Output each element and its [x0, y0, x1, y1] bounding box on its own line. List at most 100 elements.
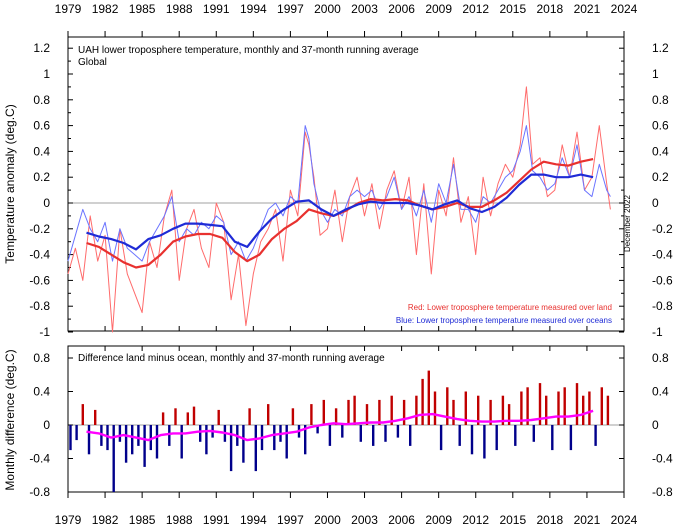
temperature-left-y-tick-label: 0.4	[33, 144, 50, 158]
top-x-tick-label: 1991	[203, 2, 230, 16]
top-x-tick-label: 1997	[277, 2, 304, 16]
legend-land: Red: Lower troposphere temperature measu…	[408, 303, 612, 312]
difference-bar	[347, 399, 350, 425]
difference-bar	[545, 395, 548, 425]
temperature-right-y-tick-label: 0	[652, 196, 659, 210]
difference-bar	[81, 404, 84, 425]
difference-bar	[569, 425, 573, 451]
difference-bar	[149, 425, 152, 451]
difference-bar	[242, 425, 245, 463]
temperature-right-y-tick-label: 0.8	[652, 93, 669, 107]
difference-bar	[267, 404, 270, 425]
temperature-right-y-tick-label: -0.4	[652, 248, 673, 262]
temperature-left-y-tick-label: 1	[43, 67, 50, 81]
difference-left-y-tick-label: -0.8	[29, 485, 50, 499]
top-x-tick-labels: 1979 1982 1985 1988 1991 1994 1997 2000 2003 2006…	[55, 2, 638, 16]
difference-plot-frame	[67, 345, 625, 493]
difference-bar	[427, 370, 430, 425]
top-x-tick-label: 1982	[92, 2, 119, 16]
difference-bar	[273, 425, 276, 451]
top-x-tick-label: 2012	[462, 2, 489, 16]
temperature-left-y-tick-label: -0.2	[29, 222, 50, 236]
temperature-left-y-tick-label: 0	[43, 196, 50, 210]
difference-left-y-tick-label: 0.8	[33, 351, 50, 365]
difference-bar	[359, 425, 362, 442]
difference-bar	[507, 404, 511, 425]
temperature-right-y-tick-label: -1	[652, 325, 663, 339]
temperature-right-y-tick-label: -0.2	[652, 222, 673, 236]
temperature-right-y-tick-label: 1.2	[652, 41, 669, 55]
temperature-chart-subtitle: Global	[78, 57, 107, 68]
difference-bar	[186, 412, 189, 425]
difference-bar	[575, 383, 579, 425]
difference-bar	[94, 409, 97, 425]
difference-bar	[402, 399, 406, 425]
temperature-left-y-tick-label: 0.8	[33, 93, 50, 107]
difference-running-average-line	[86, 409, 594, 442]
temperature-y-axis-label: Temperature anomaly (deg.C)	[3, 104, 17, 263]
difference-right-y-tick-label: 0	[652, 418, 659, 432]
temperature-right-y-tick-label: 1	[652, 67, 659, 81]
difference-bar	[87, 425, 91, 455]
bottom-x-tick-label: 2012	[462, 513, 489, 527]
difference-bar	[131, 425, 134, 455]
difference-bar	[137, 425, 140, 446]
difference-bar	[285, 425, 288, 459]
difference-bar	[155, 425, 159, 459]
bottom-x-tick-label: 2006	[388, 513, 415, 527]
difference-bar	[439, 425, 443, 451]
top-x-tick-label: 1994	[240, 2, 267, 16]
land-monthly-line	[67, 86, 611, 333]
bottom-x-tick-label: 1985	[129, 513, 156, 527]
difference-bar	[334, 408, 338, 426]
difference-bar	[452, 399, 455, 425]
temperature-left-y-tick-label: 0.6	[33, 119, 50, 133]
top-x-tick-label: 2024	[611, 2, 638, 16]
temperature-left-y-tick-label: 1.2	[33, 41, 50, 55]
bottom-x-tick-label: 1982	[92, 513, 119, 527]
difference-bar	[489, 399, 492, 425]
difference-bar	[291, 408, 295, 426]
difference-bar	[124, 425, 128, 463]
difference-bar	[421, 378, 424, 425]
temperature-x-tick-marks	[67, 31, 625, 331]
difference-bar	[372, 425, 375, 446]
difference-series	[69, 370, 610, 492]
difference-bar	[304, 425, 307, 455]
temperature-right-y-ticks: 1.2 1 0.8 0.6 0.4 0.2 0 -0.2 -0.4 -0.6 -0.8 -1	[619, 41, 673, 339]
difference-bar	[75, 425, 78, 441]
difference-bar	[538, 383, 542, 425]
bottom-x-tick-label: 1988	[166, 513, 193, 527]
difference-bar	[353, 395, 356, 425]
difference-bar	[433, 391, 437, 425]
top-x-tick-label: 1985	[129, 2, 156, 16]
difference-bar	[514, 425, 517, 446]
difference-bar	[341, 425, 344, 438]
bottom-x-tick-label: 2015	[499, 513, 526, 527]
difference-bar	[464, 391, 467, 425]
temperature-chart-title: UAH lower troposphere temperature, month…	[78, 45, 419, 56]
top-x-tick-label: 1988	[166, 2, 193, 16]
difference-bar	[594, 425, 597, 446]
legend-ocean: Blue: Lower troposphere temperature meas…	[396, 316, 612, 325]
difference-bar	[415, 395, 418, 425]
temperature-left-y-tick-label: 0.2	[33, 170, 50, 184]
bottom-x-tick-labels: 1979 1982 1985 1988 1991 1994 1997 2000 2003 2006…	[55, 513, 638, 527]
difference-bar	[205, 425, 208, 455]
difference-bar	[229, 425, 233, 472]
difference-left-y-ticks: 0.8 0.4 0 -0.4 -0.8	[29, 351, 73, 499]
difference-chart-title: Difference land minus ocean, monthly and…	[78, 353, 385, 364]
difference-bar	[582, 395, 585, 425]
ocean-monthly-line	[67, 125, 611, 262]
difference-bar	[143, 425, 146, 467]
difference-left-y-tick-label: 0	[43, 418, 50, 432]
difference-left-y-tick-label: -0.4	[29, 452, 50, 466]
difference-bar	[384, 425, 387, 442]
difference-bar	[322, 399, 325, 425]
bottom-x-tick-label: 1991	[203, 513, 230, 527]
difference-right-y-tick-label: -0.4	[652, 452, 673, 466]
difference-bar	[199, 425, 202, 442]
difference-bar	[446, 387, 449, 425]
bottom-x-tick-label: 1994	[240, 513, 267, 527]
